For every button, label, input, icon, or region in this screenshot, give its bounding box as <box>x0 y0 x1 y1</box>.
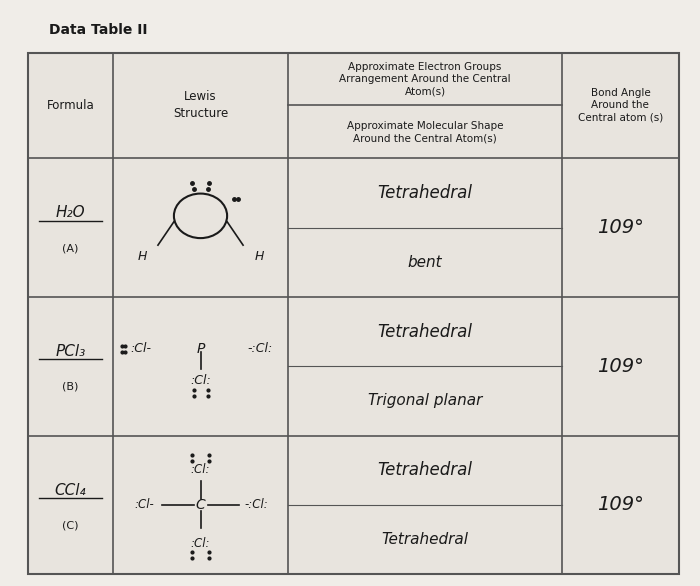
Text: 109°: 109° <box>597 357 644 376</box>
Text: bent: bent <box>408 255 442 270</box>
Text: Approximate Molecular Shape
Around the Central Atom(s): Approximate Molecular Shape Around the C… <box>347 121 503 143</box>
Text: Trigonal planar: Trigonal planar <box>368 393 482 408</box>
Text: H: H <box>254 250 264 263</box>
Text: -:Cl:: -:Cl: <box>244 499 268 512</box>
Text: (C): (C) <box>62 520 78 530</box>
Text: :Cl:: :Cl: <box>191 537 210 550</box>
Text: Approximate Electron Groups
Arrangement Around the Central
Atom(s): Approximate Electron Groups Arrangement … <box>340 62 511 97</box>
Text: P: P <box>196 342 204 356</box>
Text: (A): (A) <box>62 243 78 253</box>
Text: C: C <box>195 498 205 512</box>
FancyBboxPatch shape <box>28 53 679 574</box>
Text: Bond Angle
Around the
Central atom (s): Bond Angle Around the Central atom (s) <box>578 88 663 123</box>
Text: Data Table II: Data Table II <box>49 23 148 38</box>
Text: Tetrahedral: Tetrahedral <box>377 461 472 479</box>
Text: Lewis
Structure: Lewis Structure <box>173 90 228 121</box>
Text: 109°: 109° <box>597 495 644 515</box>
Text: H₂O: H₂O <box>55 206 85 220</box>
Text: Formula: Formula <box>46 99 94 112</box>
Text: PCl₃: PCl₃ <box>55 344 85 359</box>
Text: 109°: 109° <box>597 218 644 237</box>
Text: CCl₄: CCl₄ <box>55 483 86 498</box>
Text: Tetrahedral: Tetrahedral <box>382 532 468 547</box>
Text: :Cl-: :Cl- <box>130 342 151 355</box>
Text: -:Cl:: -:Cl: <box>247 342 272 355</box>
Text: :Cl-: :Cl- <box>134 499 155 512</box>
Text: H: H <box>137 250 147 263</box>
Text: Tetrahedral: Tetrahedral <box>377 322 472 340</box>
Text: Tetrahedral: Tetrahedral <box>377 184 472 202</box>
Text: :Cl:: :Cl: <box>190 374 211 387</box>
Text: :Cl:: :Cl: <box>191 464 210 476</box>
Text: (B): (B) <box>62 381 78 392</box>
